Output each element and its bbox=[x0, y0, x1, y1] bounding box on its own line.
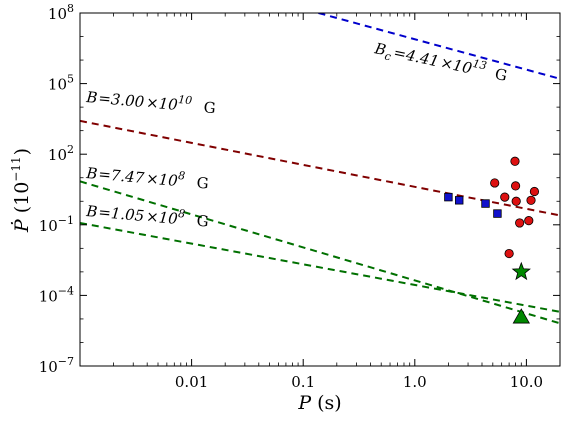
y-tick-label-exp: 5 bbox=[67, 73, 74, 86]
y-tick-label-base: 10 bbox=[39, 358, 58, 376]
circle-point-1 bbox=[500, 192, 510, 202]
circle-point-0 bbox=[490, 178, 500, 188]
y-tick-label-5: 108 bbox=[48, 2, 74, 23]
circle-point-8 bbox=[526, 195, 536, 205]
square-point-2 bbox=[481, 199, 490, 208]
annotation-b3-exp: 8 bbox=[178, 207, 186, 221]
annotation-b2-mant: =7.47 bbox=[98, 165, 146, 187]
y-axis-title-open: (10 bbox=[11, 182, 33, 214]
y-axis-title-var: Ṗ bbox=[10, 218, 33, 233]
boundary-lines bbox=[80, 13, 560, 325]
annotation-bc-mant: =4.41 bbox=[392, 43, 441, 70]
annotation-bc-unit: G bbox=[493, 65, 508, 85]
annotation-b1-unit: G bbox=[203, 98, 217, 117]
annotation-b2: B=7.47×108 G bbox=[85, 161, 210, 193]
circle-point-5 bbox=[511, 196, 521, 206]
x-axis-title-var: P bbox=[297, 392, 312, 414]
square-point-3 bbox=[493, 209, 502, 218]
y-tick-label-exp: −1 bbox=[58, 214, 74, 227]
annotation-b1-times: ×10 bbox=[145, 93, 179, 114]
line-bc bbox=[318, 13, 560, 80]
y-tick-label-3: 102 bbox=[48, 143, 74, 164]
circle-point-7 bbox=[524, 216, 534, 226]
x-axis-title: P (s) bbox=[297, 392, 341, 414]
y-axis-title-close: ) bbox=[11, 148, 33, 155]
annotation-bc-lhs: B bbox=[372, 39, 388, 59]
square-point-0 bbox=[444, 192, 453, 202]
x-tick-label-3: 10.0 bbox=[510, 373, 543, 391]
star-point-0 bbox=[511, 261, 531, 281]
y-tick-label-exp: 8 bbox=[67, 2, 74, 15]
annotation-bc-exp: 13 bbox=[472, 57, 488, 73]
y-tick-label-base: 10 bbox=[48, 5, 67, 23]
x-axis-title-unit: (s) bbox=[317, 392, 342, 414]
y-tick-label-exp: −7 bbox=[58, 355, 74, 368]
data-markers bbox=[444, 156, 540, 324]
annotation-b2-lhs: B bbox=[85, 164, 99, 183]
y-tick-label-0: 10−7 bbox=[39, 355, 74, 376]
annotation-bc-times: ×10 bbox=[439, 53, 474, 77]
annotation-b3-times: ×10 bbox=[145, 207, 179, 228]
annotation-b2-times: ×10 bbox=[145, 169, 179, 190]
x-tick-label-0: 0.01 bbox=[175, 373, 208, 391]
annotation-bc: Bc=4.41×1013 G bbox=[372, 36, 510, 88]
circle-point-4 bbox=[510, 181, 521, 191]
circle-point-6 bbox=[515, 218, 525, 228]
y-axis-title-exp: −11 bbox=[9, 156, 23, 181]
circle-point-2 bbox=[504, 248, 514, 259]
x-tick-label-1: 0.1 bbox=[291, 373, 315, 391]
annotation-b3-mant: =1.05 bbox=[98, 203, 145, 225]
annotation-b2-unit: G bbox=[196, 174, 210, 193]
circle-point-3 bbox=[510, 156, 520, 166]
annotation-b1: B=3.00×1010 G bbox=[85, 85, 217, 117]
annotation-b1-mant: =3.00 bbox=[98, 89, 146, 111]
x-tick-label-2: 1.0 bbox=[403, 373, 427, 391]
y-axis-title: Ṗ (10−11) bbox=[9, 148, 33, 233]
y-tick-label-base: 10 bbox=[48, 76, 67, 94]
square-point-1 bbox=[455, 196, 464, 205]
y-tick-label-base: 10 bbox=[48, 146, 67, 164]
y-tick-label-2: 10−1 bbox=[39, 214, 74, 235]
annotation-b1-exp: 10 bbox=[178, 93, 193, 107]
annotation-b3-unit: G bbox=[196, 212, 210, 231]
line-b1 bbox=[80, 119, 560, 217]
line-b3 bbox=[80, 221, 560, 313]
triangle-point-0 bbox=[512, 308, 530, 324]
y-tick-label-1: 10−4 bbox=[39, 284, 74, 305]
y-tick-label-base: 10 bbox=[39, 217, 58, 235]
y-tick-label-base: 10 bbox=[39, 287, 58, 305]
annotation-b1-lhs: B bbox=[85, 88, 99, 107]
y-tick-label-4: 105 bbox=[48, 73, 74, 94]
annotation-bc-sub: c bbox=[383, 49, 392, 63]
y-tick-label-exp: −4 bbox=[58, 284, 74, 297]
plot-frame bbox=[79, 12, 561, 367]
y-tick-label-exp: 2 bbox=[67, 143, 74, 156]
annotation-b2-exp: 8 bbox=[178, 169, 186, 183]
annotation-b3-lhs: B bbox=[85, 202, 99, 221]
annotation-b3: B=1.05×108 G bbox=[85, 199, 210, 231]
circle-point-9 bbox=[529, 186, 540, 197]
